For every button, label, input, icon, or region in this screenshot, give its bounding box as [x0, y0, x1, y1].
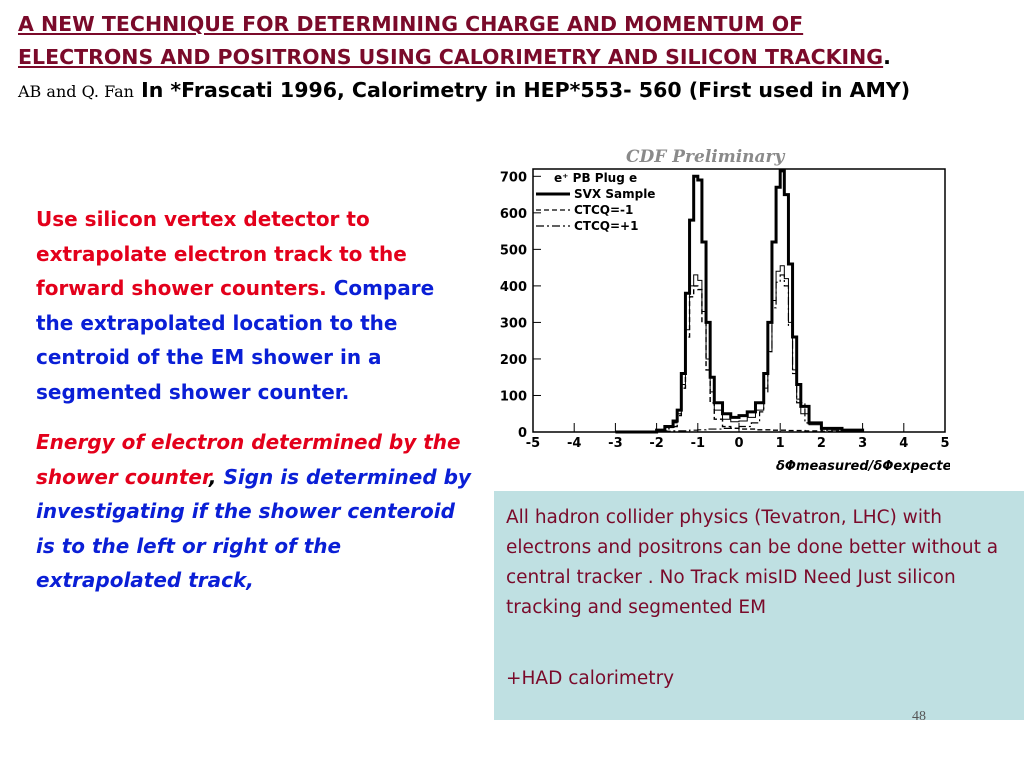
x-tick-label-5: 0 — [734, 436, 743, 451]
x-axis-label: δΦmeasured/δΦexpected — [776, 459, 950, 474]
chart-title: CDF Preliminary — [626, 147, 786, 167]
summary-text: All hadron collider physics (Tevatron, L… — [506, 507, 999, 618]
x-axis: -5 -4 -3 -2 -1 0 1 2 3 4 5 — [526, 423, 950, 451]
series-line-1 — [615, 265, 864, 433]
paragraph-2-blue: Sign is determined by investigating if t… — [36, 464, 471, 593]
paragraph-2: Energy of electron determined by the sho… — [36, 425, 476, 598]
series-line-0 — [615, 169, 865, 434]
paragraph-1: Use silicon vertex detector to extrapola… — [36, 202, 476, 409]
x-tick-label-3: -2 — [649, 436, 663, 451]
x-tick-label-8: 3 — [858, 436, 867, 451]
paragraph-1-red: Use silicon vertex detector to extrapola… — [36, 207, 407, 300]
x-tick-label-0: -5 — [526, 436, 540, 451]
title-period: . — [883, 45, 891, 69]
title-citation: In *Frascati 1996, Calorimetry in HEP*55… — [141, 78, 911, 102]
summary-box: All hadron collider physics (Tevatron, L… — [494, 491, 1024, 720]
cdf-histogram: CDF Preliminary 0 100 200 300 400 500 600 700 -… — [486, 140, 962, 480]
left-text-block: Use silicon vertex detector to extrapola… — [36, 202, 476, 598]
y-tick-label-5: 500 — [500, 243, 527, 258]
x-tick-label-4: -1 — [691, 436, 705, 451]
legend-header: e⁺ PB Plug e — [554, 171, 637, 185]
page-number: 48 — [912, 709, 926, 724]
legend-label-svx: SVX Sample — [574, 187, 655, 201]
paragraph-2-comma: , — [208, 464, 217, 489]
series-group — [615, 169, 865, 434]
legend-label-minus: CTCQ=-1 — [574, 203, 633, 217]
x-tick-label-1: -4 — [567, 436, 581, 451]
x-tick-label-10: 5 — [940, 436, 949, 451]
paragraph-2-red: Energy of electron determined by the sho… — [36, 430, 461, 489]
legend-label-plus: CTCQ=+1 — [574, 219, 638, 233]
y-tick-label-7: 700 — [500, 170, 527, 185]
series-line-2 — [615, 285, 864, 433]
summary-text-2: +HAD calorimetry — [506, 668, 675, 689]
y-tick-label-2: 200 — [500, 353, 527, 368]
paragraph-1-blue: Compare the extrapolated location to the… — [36, 276, 435, 404]
x-tick-label-7: 2 — [817, 436, 826, 451]
y-tick-label-3: 300 — [500, 316, 527, 331]
x-tick-label-6: 1 — [776, 436, 785, 451]
y-tick-label-0: 0 — [518, 426, 527, 441]
series-line-3 — [615, 274, 864, 433]
y-axis: 0 100 200 300 400 500 600 700 — [500, 170, 541, 441]
y-tick-label-6: 600 — [500, 207, 527, 222]
y-tick-label-4: 400 — [500, 280, 527, 295]
x-tick-label-9: 4 — [899, 436, 908, 451]
title-heading: A NEW TECHNIQUE FOR DETERMINING CHARGE A… — [18, 12, 884, 69]
histogram-svg: CDF Preliminary 0 100 200 300 400 500 600 700 -… — [500, 147, 962, 474]
title-authors: AB and Q. Fan — [18, 82, 134, 101]
legend: e⁺ PB Plug e SVX Sample CTCQ=-1 CTCQ=+1 — [536, 171, 655, 233]
y-tick-label-1: 100 — [500, 389, 527, 404]
x-tick-label-2: -3 — [608, 436, 622, 451]
slide-title: A NEW TECHNIQUE FOR DETERMINING CHARGE A… — [18, 8, 918, 108]
